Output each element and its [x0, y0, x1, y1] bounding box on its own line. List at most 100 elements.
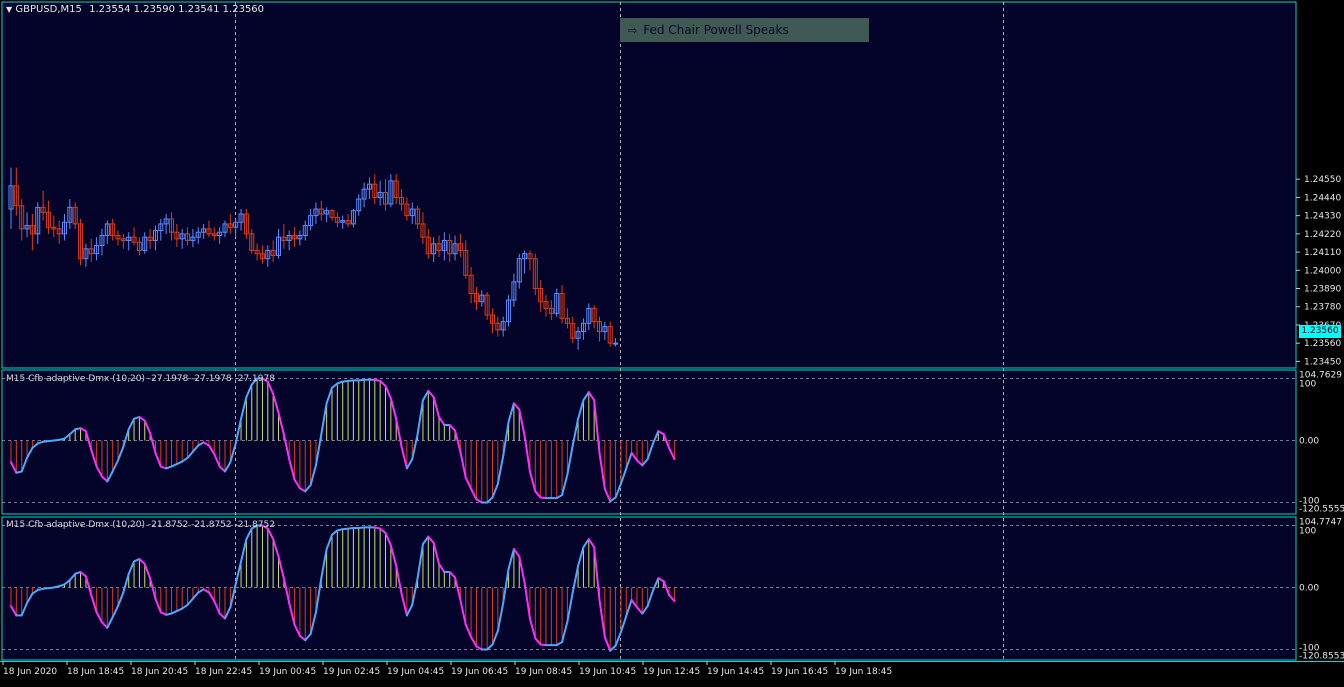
event-label[interactable]: ⇨ Fed Chair Powell Speaks — [620, 18, 869, 42]
osc-0-segment-98 — [528, 470, 537, 493]
osc-1-segment-17 — [95, 611, 103, 624]
osc-0-segment-114 — [614, 482, 622, 499]
candle-body-101 — [548, 307, 554, 314]
candle-body-42 — [233, 221, 239, 228]
candle-body-85 — [463, 249, 469, 276]
osc-0-segment-46 — [250, 377, 259, 386]
candle-body-106 — [575, 331, 581, 339]
candle-body-34 — [190, 236, 196, 241]
osc-1-segment-23 — [127, 560, 136, 575]
osc-0-segment-55 — [298, 487, 307, 493]
osc-0-segment-15 — [84, 430, 93, 451]
candle-body-99 — [538, 288, 544, 303]
osc-1-segment-115 — [619, 615, 628, 634]
osc-1-segment-20 — [111, 605, 119, 619]
time-tick-label-8: 19 Jun 08:45 — [515, 667, 572, 677]
osc-1-segment-111 — [598, 598, 606, 639]
candle-body-98 — [532, 258, 538, 290]
oscillator-2-title: M15 Cfb adaptive Dmx (10,20) -21.8752 -2… — [6, 520, 275, 530]
collapse-triangle-icon[interactable]: ▼ — [6, 5, 13, 14]
osc-0-segment-105 — [566, 444, 574, 476]
osc-1-segment-1 — [10, 605, 18, 617]
background-layer — [0, 1, 1344, 662]
osc-1-segment-3 — [20, 602, 29, 617]
osc-1-segment-114 — [614, 631, 622, 647]
osc-1-segment-75 — [405, 603, 414, 617]
osc-0-segment-27 — [149, 432, 157, 454]
osc-1-segment-16 — [90, 593, 98, 614]
candle-body-73 — [399, 196, 405, 205]
osc-1-segment-97 — [523, 581, 531, 620]
candle-body-110 — [597, 321, 602, 333]
candle-body-90 — [490, 314, 495, 324]
event-flag-icon: ⇨ — [628, 24, 638, 37]
osc-0-segment-85 — [459, 450, 467, 479]
osc-0-segment-48 — [261, 377, 269, 383]
osc-0-segment-18 — [100, 475, 109, 483]
osc-0-segment-121 — [652, 430, 660, 445]
candle-body-46 — [254, 249, 260, 255]
osc-1-segment-61 — [331, 529, 339, 536]
osc-1-segment-60 — [325, 533, 333, 551]
candle-body-39 — [217, 231, 223, 237]
axis-layer: 1.24550 1.24440 1.24330 1.24220 1.24110 1.240… — [2, 175, 1344, 677]
time-tick-label-13: 19 Jun 18:45 — [835, 667, 892, 677]
osc-1-segment-73 — [395, 564, 403, 595]
osc-1-segment-124 — [668, 593, 676, 603]
current-price-tag: 1.23560 — [1299, 325, 1341, 338]
time-tick-label-10: 19 Jun 12:45 — [643, 667, 700, 677]
grid-layer — [235, 2, 1004, 660]
time-tick-label-1: 18 Jun 18:45 — [67, 667, 124, 677]
candle-body-77 — [420, 223, 426, 238]
osc-0-segment-92 — [496, 455, 505, 485]
candle-body-76 — [415, 208, 421, 225]
osc-0-segment-43 — [234, 417, 243, 445]
osc-0-segment-112 — [603, 487, 612, 503]
osc-0-segment-52 — [282, 433, 291, 461]
candle-body-74 — [404, 203, 410, 217]
candle-body-65 — [356, 198, 362, 212]
osc-0-segment-36 — [197, 441, 205, 447]
osc-1-segment-85 — [459, 598, 467, 626]
osc-0-segment-21 — [117, 445, 125, 462]
candle-body-72 — [393, 180, 399, 198]
osc-1-segment-35 — [191, 591, 200, 600]
candle-body-43 — [238, 213, 244, 223]
osc-0-segment-104 — [561, 473, 569, 497]
osc-1-segment-43 — [234, 560, 243, 586]
candle-body-14 — [83, 248, 89, 260]
osc-0-segment-94 — [507, 402, 515, 423]
osc-0-segment-45 — [245, 383, 253, 399]
osc-1-segment-109 — [587, 538, 596, 549]
osc-1-segment-120 — [646, 589, 654, 608]
candle-body-92 — [500, 321, 506, 331]
osc-0-segment-118 — [635, 459, 644, 467]
osc-1-segment-50 — [272, 538, 280, 558]
osc-0-segment-11 — [63, 433, 71, 440]
osc-0-tick-label-0: 104.7629 — [1299, 371, 1342, 381]
osc-0-segment-122 — [657, 430, 665, 436]
osc-1-segment-5 — [31, 588, 39, 595]
osc-0-segment-84 — [454, 429, 462, 453]
candle-body-104 — [564, 317, 570, 324]
time-tick-label-3: 18 Jun 22:45 — [195, 667, 252, 677]
price-tick-label-5: 1.24000 — [1304, 266, 1341, 276]
candle-body-48 — [265, 249, 271, 260]
candle-body-71 — [388, 180, 394, 205]
price-tick-label-3: 1.24220 — [1304, 230, 1341, 240]
osc-1-segment-4 — [26, 592, 34, 604]
candle-body-31 — [174, 231, 180, 240]
symbol-label: GBPUSD,M15 — [15, 4, 82, 15]
osc-0-tick-label-2: 0.00 — [1299, 437, 1319, 447]
osc-0-segment-88 — [475, 498, 483, 504]
osc-1-tick-label-0: 104.7747 — [1299, 518, 1342, 528]
event-text: Fed Chair Powell Speaks — [643, 23, 789, 37]
price-tick-label-1: 1.24440 — [1304, 193, 1341, 203]
osc-0-segment-50 — [272, 393, 280, 414]
candle-body-78 — [425, 236, 431, 255]
osc-1-segment-77 — [416, 543, 424, 580]
osc-0-segment-80 — [432, 396, 440, 418]
osc-1-segment-37 — [202, 588, 210, 594]
